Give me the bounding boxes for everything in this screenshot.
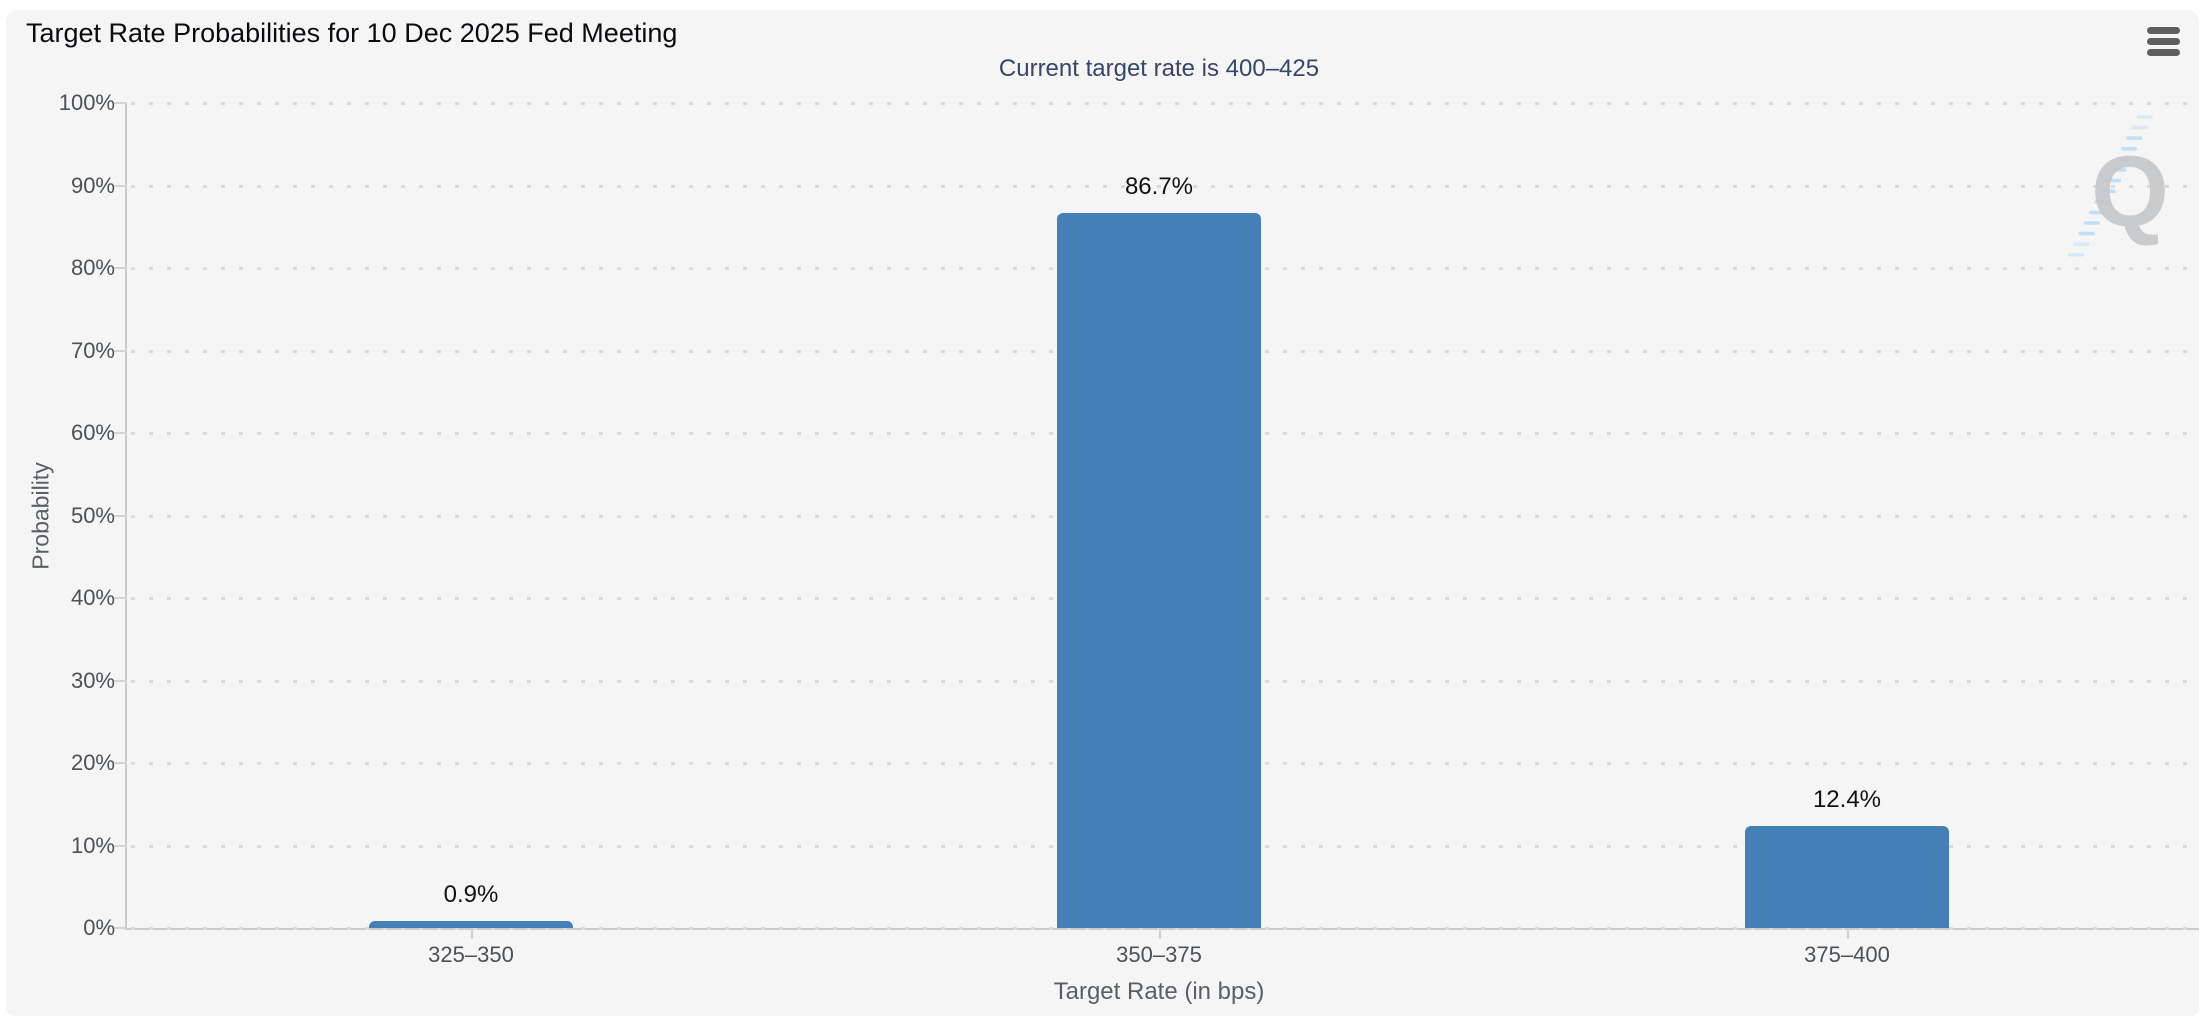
y-axis-tick (114, 597, 127, 599)
category-slot: 86.7% 350–375 (815, 103, 1503, 967)
probability-bar[interactable] (368, 920, 573, 928)
y-axis-tick (114, 762, 127, 764)
dotted-gridline (131, 927, 2191, 930)
y-tick-label: 30% (70, 667, 115, 693)
y-axis-tick (114, 267, 127, 269)
y-tick-label: 100% (58, 90, 115, 115)
y-axis-tick (114, 102, 127, 104)
x-axis-tick (1846, 928, 1849, 939)
category-slot: 0.9% 325–350 (127, 103, 815, 967)
x-tick-label: 375–400 (1804, 942, 1890, 967)
y-axis-tick (114, 844, 127, 847)
hamburger-menu-icon (2147, 48, 2180, 56)
x-tick-label: 325–350 (428, 942, 514, 967)
y-axis-tick (114, 927, 127, 929)
y-tick-label: 0% (83, 915, 115, 940)
y-tick-label: 50% (70, 502, 115, 528)
y-tick-label: 60% (70, 420, 115, 445)
bar-value-label: 0.9% (443, 880, 499, 908)
y-tick-label: 20% (70, 750, 115, 775)
y-tick-label: 90% (70, 172, 115, 198)
probability-bar[interactable] (1056, 212, 1261, 928)
x-axis-tick (1158, 928, 1161, 939)
chart-panel: Target Rate Probabilities for 10 Dec 202… (6, 10, 2199, 1016)
x-tick-label: 350–375 (1116, 942, 1202, 967)
probability-bar[interactable] (1744, 825, 1949, 928)
y-axis-tick (114, 679, 127, 682)
chart-title: Target Rate Probabilities for 10 Dec 202… (26, 18, 678, 48)
y-axis-title: Probability (27, 461, 54, 570)
y-tick-label: 40% (70, 585, 115, 610)
chart-context-menu-button[interactable] (2147, 24, 2181, 58)
x-axis-title: Target Rate (in bps) (1053, 978, 1265, 1005)
category-slot: 12.4% 375–400 (1503, 103, 2191, 967)
chart-subtitle: Current target rate is 400–425 (998, 55, 1320, 82)
y-tick-label: 10% (70, 832, 115, 858)
x-axis-tick (470, 928, 473, 939)
y-axis-tick (114, 349, 127, 352)
y-tick-label: 70% (70, 337, 115, 363)
y-axis-tick (114, 514, 127, 517)
plot-area: Probability Target Rate (in bps) 0% 10% 20… (28, 90, 2199, 1005)
y-tick-label: 80% (70, 255, 115, 280)
y-axis-tick (114, 432, 127, 434)
y-axis-tick (114, 184, 127, 187)
dotted-gridline (131, 102, 2191, 105)
hamburger-menu-icon (2147, 26, 2180, 34)
bar-value-label: 86.7% (1124, 172, 1194, 200)
bar-value-label: 12.4% (1812, 785, 1882, 813)
hamburger-menu-icon (2147, 37, 2180, 45)
dotted-gridline (131, 184, 2191, 188)
